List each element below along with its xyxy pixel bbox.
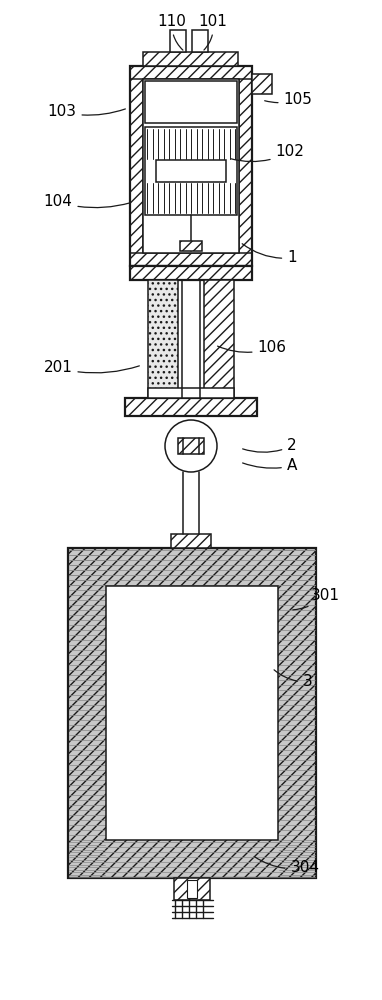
Text: 103: 103 [47, 104, 125, 119]
Text: 110: 110 [157, 14, 186, 50]
Bar [171, 534, 211, 548]
Bar [143, 79, 239, 253]
Bar [148, 388, 234, 398]
Bar [187, 880, 197, 898]
Text: 106: 106 [217, 340, 286, 356]
Bar [170, 30, 186, 52]
Text: 101: 101 [199, 14, 227, 50]
Bar [192, 30, 208, 52]
Bar [130, 266, 252, 280]
Text: A: A [243, 458, 297, 474]
Text: 105: 105 [265, 93, 312, 107]
Bar [68, 548, 316, 878]
Text: 102: 102 [231, 144, 304, 162]
Bar [130, 66, 252, 266]
Text: 2: 2 [243, 438, 297, 454]
Text: 104: 104 [44, 194, 130, 210]
Bar [252, 74, 272, 94]
Circle shape [165, 420, 217, 472]
Bar [148, 280, 178, 398]
Bar [130, 66, 143, 266]
Bar [178, 438, 204, 454]
Bar [174, 878, 210, 900]
Text: 3: 3 [274, 670, 313, 690]
Bar [239, 66, 252, 266]
Bar [106, 586, 278, 840]
Text: 201: 201 [44, 360, 139, 375]
Bar [143, 52, 238, 66]
Bar [145, 127, 237, 215]
Bar [130, 253, 252, 266]
Bar [125, 398, 257, 416]
Bar [130, 66, 252, 79]
Text: 301: 301 [293, 587, 340, 610]
Bar [145, 81, 237, 123]
Bar [204, 280, 234, 398]
Bar [180, 241, 202, 251]
Text: 1: 1 [242, 244, 297, 265]
Bar [156, 160, 226, 182]
Text: 304: 304 [254, 857, 319, 876]
